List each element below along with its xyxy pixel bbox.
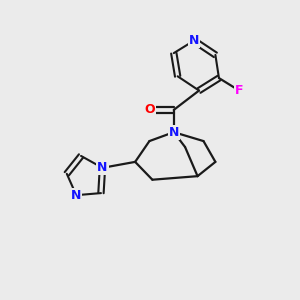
Text: N: N (169, 126, 179, 139)
Text: O: O (145, 103, 155, 116)
Text: N: N (97, 161, 108, 174)
Text: F: F (235, 84, 243, 97)
Text: N: N (71, 189, 82, 202)
Text: N: N (189, 34, 199, 47)
